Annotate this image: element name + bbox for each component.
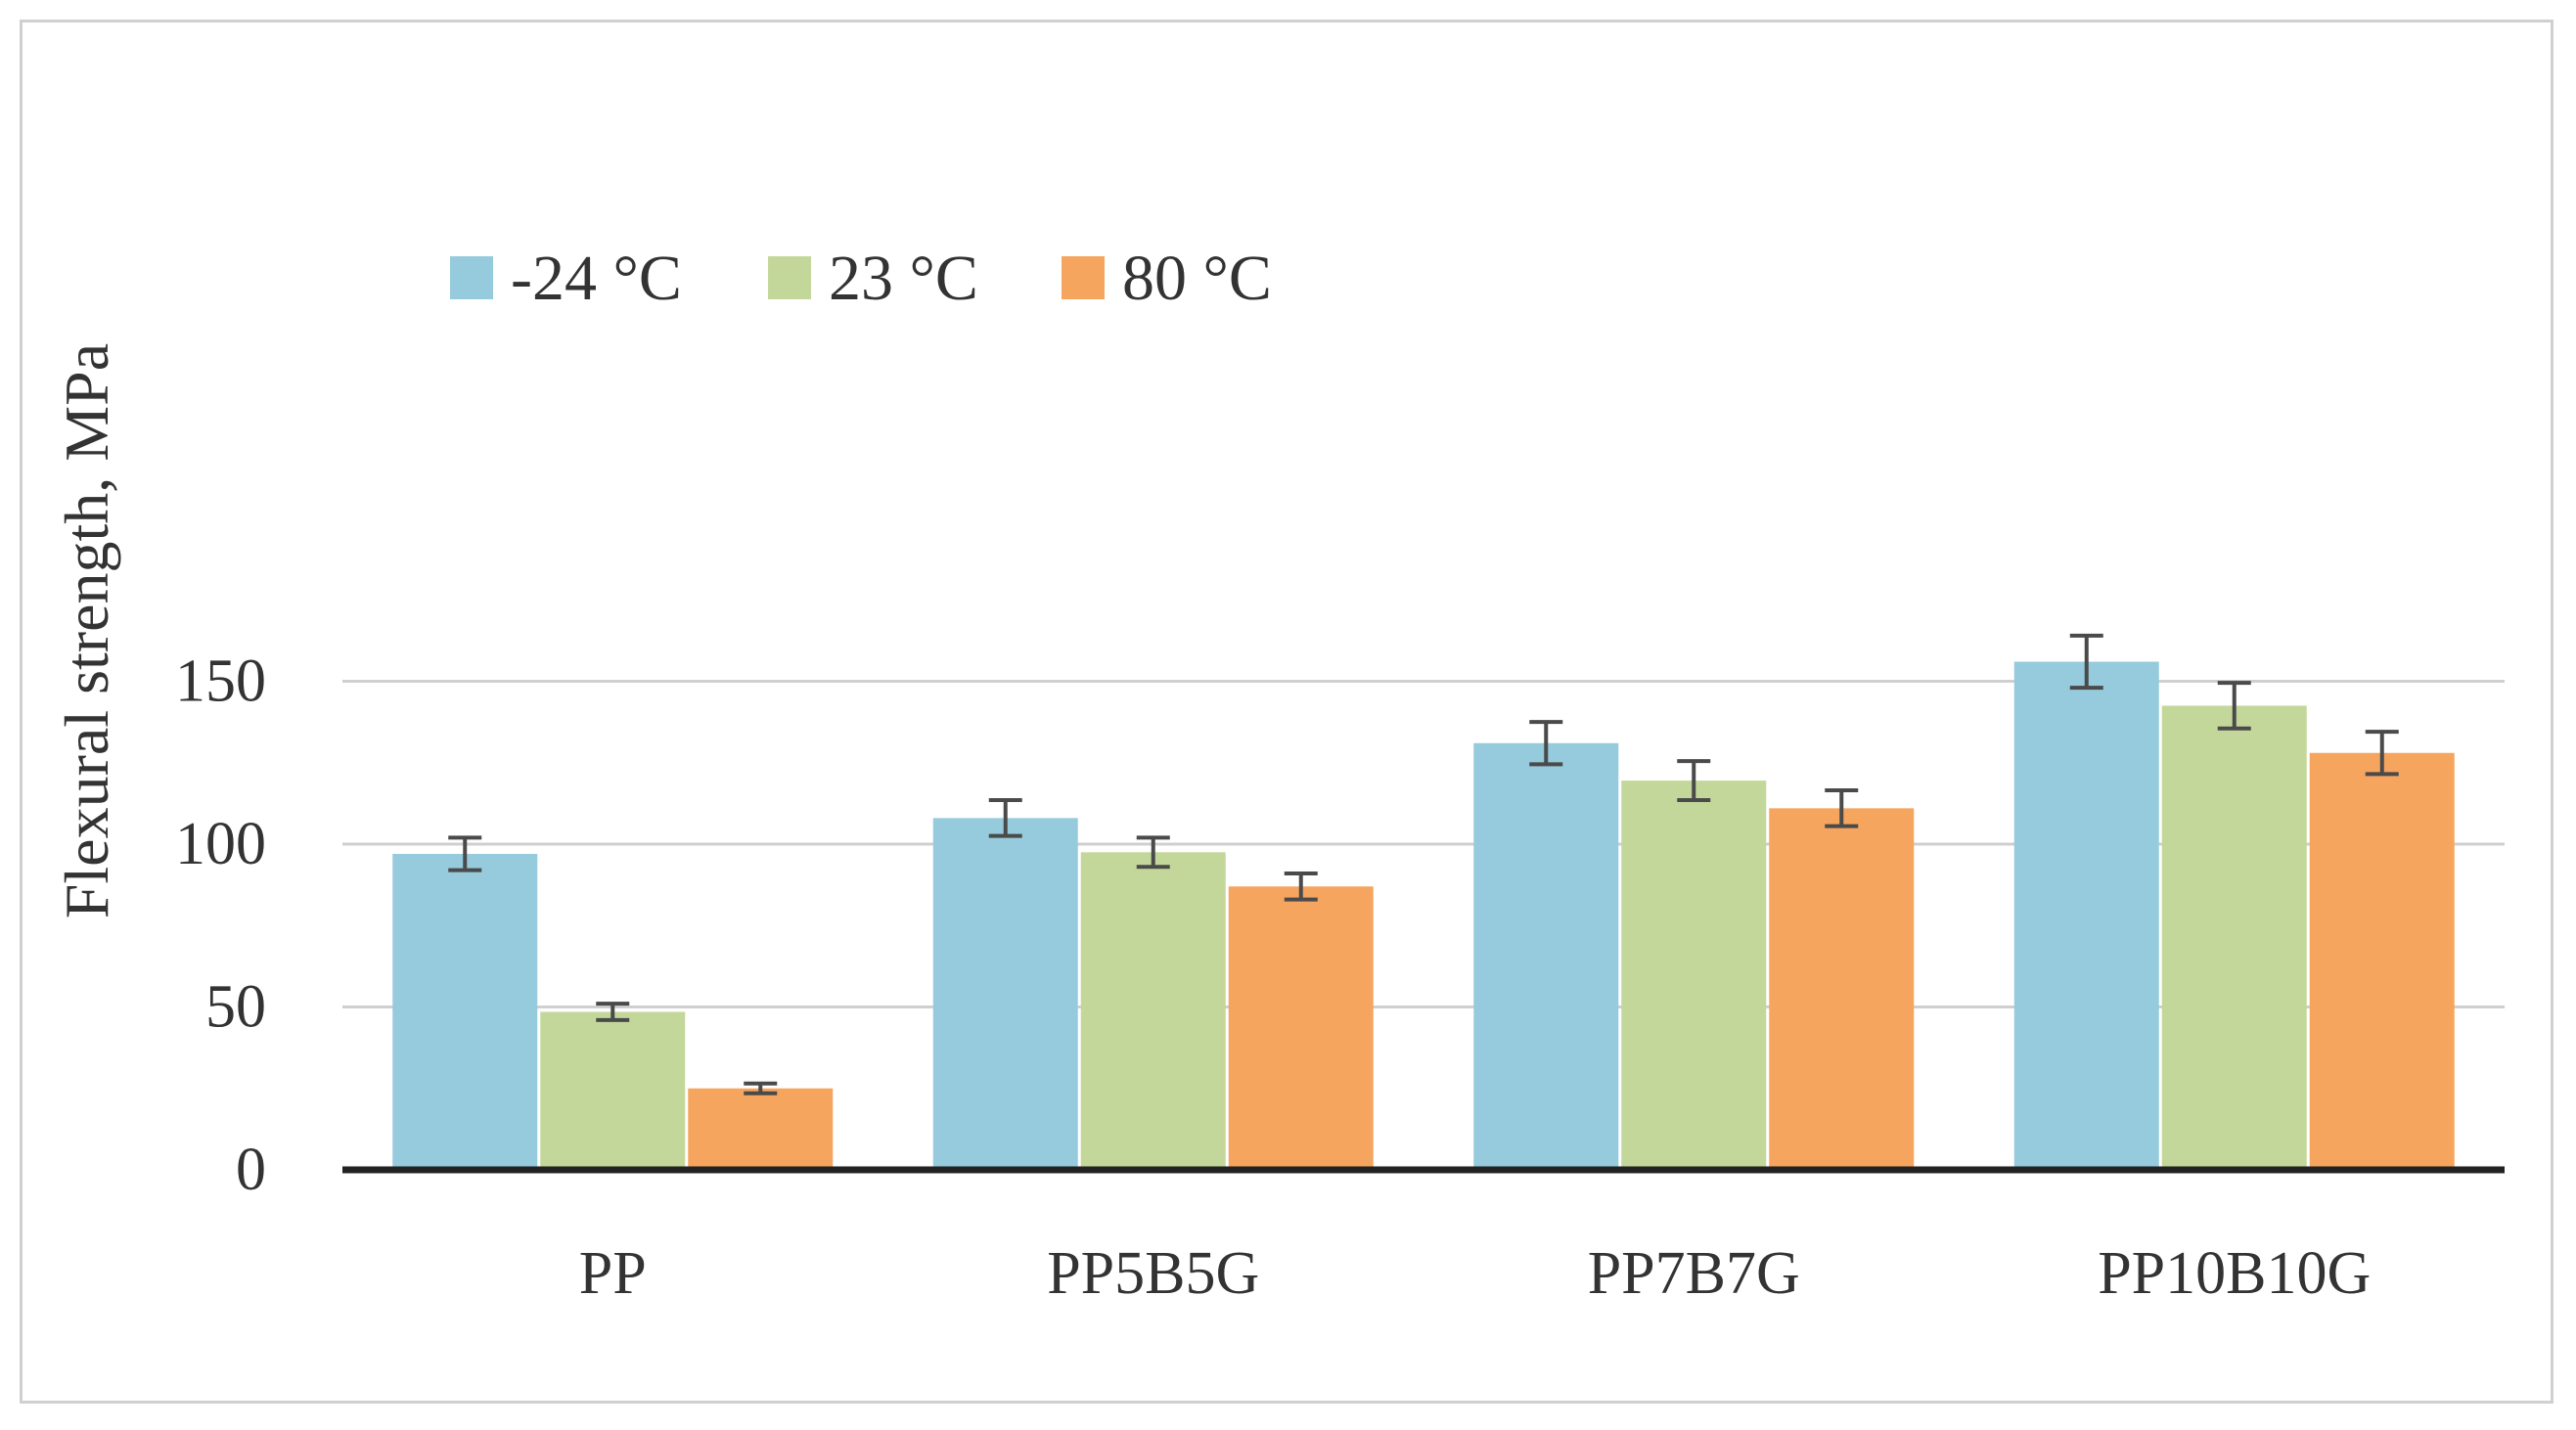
error-bars — [448, 633, 2399, 1095]
bar — [1473, 742, 1619, 1170]
bar — [1228, 886, 1374, 1170]
legend-label: 23 °C — [829, 243, 978, 314]
x-tick-label: PP5B5G — [1047, 1240, 1259, 1307]
y-axis-title: Flexural strength, MPa — [52, 343, 121, 918]
x-tick-label: PP7B7G — [1588, 1240, 1800, 1307]
x-tick-label: PP10B10G — [2098, 1240, 2371, 1307]
legend-label: -24 °C — [511, 243, 682, 314]
y-tick-label: 150 — [175, 648, 266, 715]
bar — [2309, 752, 2455, 1170]
y-tick-label: 100 — [175, 811, 266, 877]
legend: -24 °C 23 °C 80 °C — [450, 243, 1272, 314]
bar — [540, 1011, 686, 1170]
y-tick-labels: 0 50 100 150 — [175, 648, 266, 1204]
bar — [2013, 661, 2159, 1170]
bar — [688, 1088, 834, 1170]
x-tick-labels: PP PP5B5G PP7B7G PP10B10G — [579, 1240, 2372, 1307]
bar — [392, 853, 538, 1170]
bar — [1769, 808, 1915, 1170]
legend-label: 80 °C — [1122, 243, 1272, 314]
bar — [1080, 852, 1226, 1170]
bars — [392, 661, 2455, 1170]
y-tick-label: 0 — [236, 1137, 266, 1203]
legend-swatch — [450, 256, 493, 299]
bar — [2161, 705, 2307, 1170]
x-tick-label: PP — [579, 1240, 647, 1307]
bar — [1621, 781, 1767, 1170]
bar — [932, 818, 1078, 1170]
legend-swatch — [1062, 256, 1105, 299]
legend-swatch — [768, 256, 811, 299]
y-tick-label: 50 — [205, 974, 266, 1041]
